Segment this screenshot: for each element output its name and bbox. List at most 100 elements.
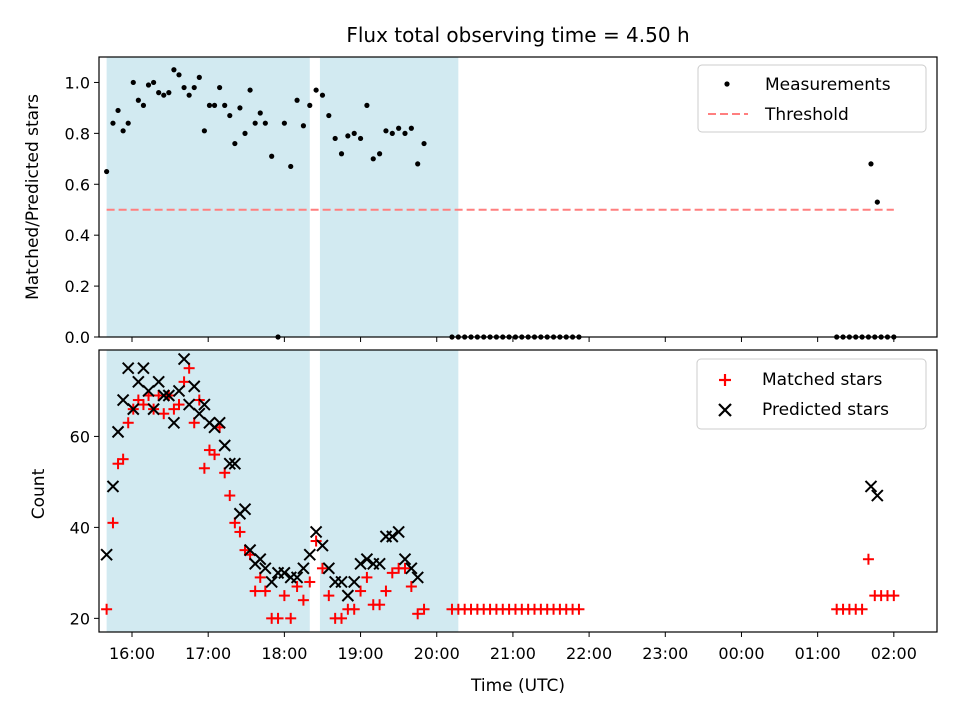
measurement-point bbox=[120, 128, 126, 134]
legend-matched-marker bbox=[719, 374, 731, 386]
top-y-tick-label: 0.6 bbox=[65, 175, 90, 194]
bottom-axes-frame bbox=[98, 349, 938, 633]
x-tick-label: 02:00 bbox=[871, 644, 917, 663]
measurement-point bbox=[201, 128, 207, 134]
measurement-point bbox=[288, 163, 294, 170]
x-tick-label: 22:00 bbox=[566, 644, 612, 663]
measurement-point bbox=[338, 151, 345, 157]
measurement-point bbox=[383, 128, 389, 134]
x-tick-label: 23:00 bbox=[642, 644, 688, 663]
matched-star-point bbox=[399, 562, 411, 574]
measurement-point bbox=[206, 102, 213, 108]
measurement-point bbox=[135, 97, 141, 103]
measurement-point bbox=[868, 161, 874, 167]
matched-star-point bbox=[310, 535, 322, 547]
observing-interval-shade bbox=[319, 350, 459, 632]
top-y-tick-label: 0.8 bbox=[65, 124, 90, 143]
matched-star-point bbox=[278, 590, 290, 602]
matched-star-point bbox=[259, 585, 271, 597]
matched-star-point bbox=[573, 603, 585, 615]
measurement-point bbox=[196, 74, 202, 80]
predicted-star-point bbox=[259, 562, 272, 575]
matched-star-point bbox=[291, 581, 303, 593]
predicted-star-point bbox=[127, 402, 140, 416]
measurement-point bbox=[247, 87, 253, 93]
matched-star-point bbox=[412, 608, 424, 620]
predicted-star-point bbox=[348, 575, 361, 589]
matched-star-point bbox=[224, 490, 236, 502]
measurement-point bbox=[115, 107, 121, 114]
predicted-star-point bbox=[157, 389, 170, 402]
top-y-tick-label: 0.0 bbox=[65, 328, 90, 347]
bottom-legend: Matched stars Predicted stars bbox=[696, 358, 927, 430]
measurement-point bbox=[402, 130, 408, 136]
matched-star-point bbox=[122, 417, 134, 429]
matched-star-point bbox=[209, 449, 221, 461]
top-y-tick-label: 0.4 bbox=[65, 226, 90, 245]
measurement-point bbox=[130, 79, 136, 86]
predicted-star-point bbox=[152, 375, 165, 389]
top-y-tick-label: 0.2 bbox=[65, 277, 90, 296]
predicted-star-point bbox=[290, 571, 304, 584]
matched-star-point bbox=[304, 576, 316, 588]
matched-star-point bbox=[285, 612, 297, 624]
measurement-point bbox=[176, 72, 182, 78]
bottom-y-tick-label: 40 bbox=[70, 518, 90, 537]
matched-star-point bbox=[386, 567, 398, 579]
x-tick-label: 18:00 bbox=[261, 644, 307, 663]
matched-star-point bbox=[198, 462, 210, 474]
top-y-axis-label: Matched/Predicted stars bbox=[23, 94, 43, 300]
x-axis-label: Time (UTC) bbox=[470, 676, 565, 696]
measurement-point bbox=[145, 82, 152, 88]
predicted-star-point bbox=[228, 457, 242, 470]
measurement-point bbox=[217, 84, 223, 91]
predicted-star-point bbox=[354, 557, 367, 570]
legend-measurements-marker bbox=[724, 81, 730, 87]
measurement-point bbox=[252, 120, 258, 126]
x-tick-label: 21:00 bbox=[490, 644, 536, 663]
measurement-point bbox=[232, 140, 238, 147]
measurement-point bbox=[281, 120, 287, 126]
measurement-point bbox=[227, 112, 233, 119]
matched-star-point bbox=[137, 399, 149, 411]
measurement-point bbox=[211, 102, 218, 108]
measurement-point bbox=[389, 130, 395, 136]
predicted-star-point bbox=[254, 553, 267, 566]
x-tick-label: 01:00 bbox=[795, 644, 841, 663]
matched-star-point bbox=[405, 581, 417, 593]
predicted-star-point bbox=[864, 480, 878, 493]
bottom-y-axis-label: Count bbox=[29, 468, 49, 519]
legend-threshold-label: Threshold bbox=[764, 105, 849, 125]
measurement-point bbox=[332, 135, 338, 142]
legend-measurements-label: Measurements bbox=[765, 75, 891, 95]
x-tick-label: 16:00 bbox=[109, 644, 155, 663]
predicted-star-point bbox=[341, 589, 355, 602]
predicted-star-point bbox=[162, 389, 176, 402]
top-panel: 0.0 0.2 0.4 0.6 0.8 1.0 Matched/Predicted sta… bbox=[23, 56, 938, 347]
measurement-point bbox=[104, 168, 110, 175]
measurement-point bbox=[242, 130, 248, 136]
predicted-star-point bbox=[116, 393, 130, 407]
measurement-point bbox=[396, 125, 402, 131]
matched-star-point bbox=[323, 590, 335, 602]
matched-star-point bbox=[380, 585, 392, 597]
matched-star-point bbox=[297, 594, 309, 606]
matched-star-point bbox=[249, 585, 261, 597]
measurement-point bbox=[140, 102, 147, 108]
predicted-star-point bbox=[265, 575, 278, 589]
measurement-point bbox=[166, 90, 172, 96]
legend-predicted-label: Predicted stars bbox=[762, 400, 889, 420]
matched-star-point bbox=[355, 585, 367, 597]
predicted-star-point bbox=[100, 548, 113, 561]
bottom-panel: 20 40 60 16:00 17:00 18:00 19:00 20:00 21:00 22:… bbox=[29, 349, 938, 696]
predicted-star-point bbox=[398, 553, 412, 566]
predicted-star-point bbox=[243, 543, 257, 557]
matched-star-point bbox=[234, 526, 246, 538]
predicted-star-point bbox=[309, 525, 323, 539]
predicted-star-point bbox=[193, 407, 206, 420]
matched-star-point bbox=[173, 399, 185, 411]
measurement-point bbox=[222, 102, 228, 108]
bottom-y-tick-label: 20 bbox=[70, 609, 90, 628]
matched-star-point bbox=[361, 571, 373, 583]
